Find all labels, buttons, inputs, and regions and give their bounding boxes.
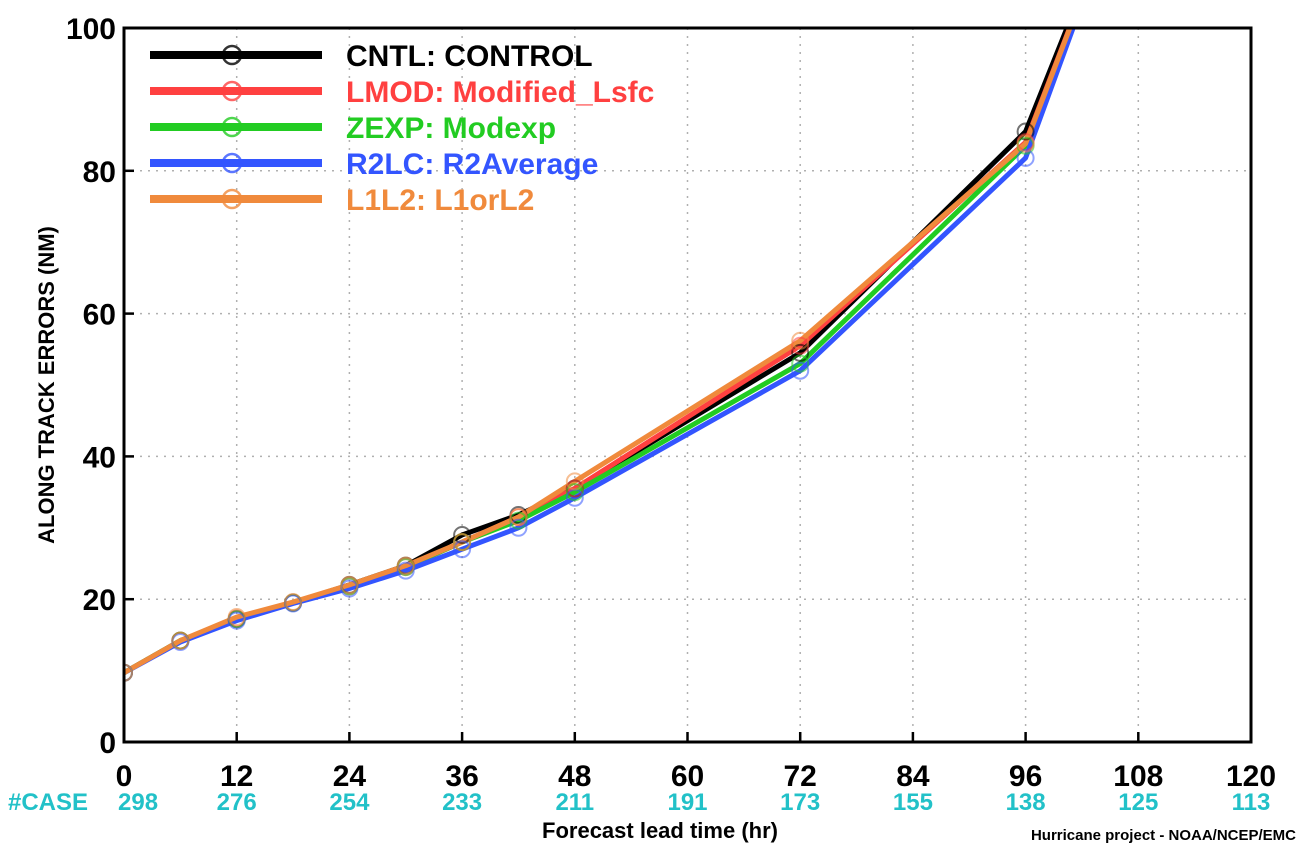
grid: [124, 28, 1251, 742]
series-point: [1016, 148, 1035, 167]
x-tick-label: 72: [784, 760, 817, 793]
x-tick-label: 120: [1226, 760, 1276, 793]
x-tick-label: 84: [896, 760, 930, 793]
case-count: 211: [555, 789, 594, 816]
series-point: [565, 483, 584, 502]
case-count: 233: [442, 789, 482, 816]
series-point: [171, 631, 190, 650]
case-count: 276: [217, 789, 257, 816]
legend-label: ZEXP: Modexp: [346, 112, 556, 145]
y-tick-label: 60: [83, 299, 116, 332]
series-point: [791, 331, 810, 350]
x-tick-label: 36: [445, 760, 478, 793]
series-point: [396, 561, 415, 580]
x-tick-label: 0: [116, 760, 133, 793]
legend-marker: [221, 116, 243, 138]
series-point: [453, 533, 472, 552]
x-tick-label: 48: [558, 760, 591, 793]
series-point: [791, 343, 810, 362]
legend-label: L1L2: L1orL2: [346, 184, 534, 217]
series-point: [1016, 134, 1035, 153]
legend-label: R2LC: R2Average: [346, 148, 598, 181]
legend-marker: [221, 44, 243, 66]
y-tick-labels: 0 20 40 60 80 100: [66, 13, 116, 760]
series-points: [124, 122, 1035, 682]
case-count: 138: [1006, 789, 1046, 816]
case-count: 191: [667, 789, 707, 816]
series-point: [791, 361, 810, 380]
legend-marker: [221, 188, 243, 210]
plot-frame: [122, 26, 1253, 744]
y-tick-label: 80: [83, 156, 116, 189]
case-count: 155: [893, 789, 933, 816]
case-count: 254: [329, 789, 370, 816]
series-point: [453, 540, 472, 559]
series-point: [396, 556, 415, 575]
y-tick-label: 100: [66, 13, 116, 46]
series-line: [124, 28, 1076, 676]
series-line: [124, 28, 1073, 676]
series-point: [791, 354, 810, 373]
series-point: [453, 525, 472, 544]
axis-ticks: [122, 26, 1253, 744]
y-tick-label: 0: [99, 727, 116, 760]
case-label: #CASE: [8, 789, 88, 816]
series-lines: [124, 28, 1076, 676]
x-tick-label: 12: [220, 760, 253, 793]
legend-marker: [221, 152, 243, 174]
x-tick-label: 60: [671, 760, 704, 793]
y-tick-label: 20: [83, 584, 116, 617]
case-count: 113: [1232, 789, 1271, 816]
series-point: [1016, 122, 1035, 141]
legend-label: LMOD: Modified_Lsfc: [346, 76, 654, 109]
series-point: [791, 336, 810, 355]
case-count: 125: [1118, 789, 1158, 816]
series-point: [509, 508, 528, 527]
series-point: [227, 608, 246, 627]
case-count: 173: [780, 789, 820, 816]
y-axis-label: ALONG TRACK ERRORS (NM): [34, 226, 59, 544]
x-tick-label: 96: [1009, 760, 1042, 793]
case-row: #CASE 298 276 254 233 211 191 173 155 138 125 113: [8, 789, 1270, 816]
legend-label: CNTL: CONTROL: [346, 40, 593, 73]
series-point: [340, 575, 359, 594]
series-point: [509, 518, 528, 537]
series-point: [124, 663, 133, 682]
y-tick-label: 40: [83, 441, 116, 474]
x-axis-label: Forecast lead time (hr): [542, 818, 778, 843]
credit-text: Hurricane project - NOAA/NCEP/EMC: [1031, 827, 1296, 844]
legend-marker: [221, 80, 243, 102]
x-tick-label: 24: [333, 760, 367, 793]
series-point: [565, 472, 584, 491]
x-tick-labels: 0 12 24 36 48 60 72 84 96 108 120: [116, 760, 1276, 793]
x-tick-label: 108: [1113, 760, 1163, 793]
series-point: [284, 593, 303, 612]
case-count: 298: [118, 789, 158, 816]
